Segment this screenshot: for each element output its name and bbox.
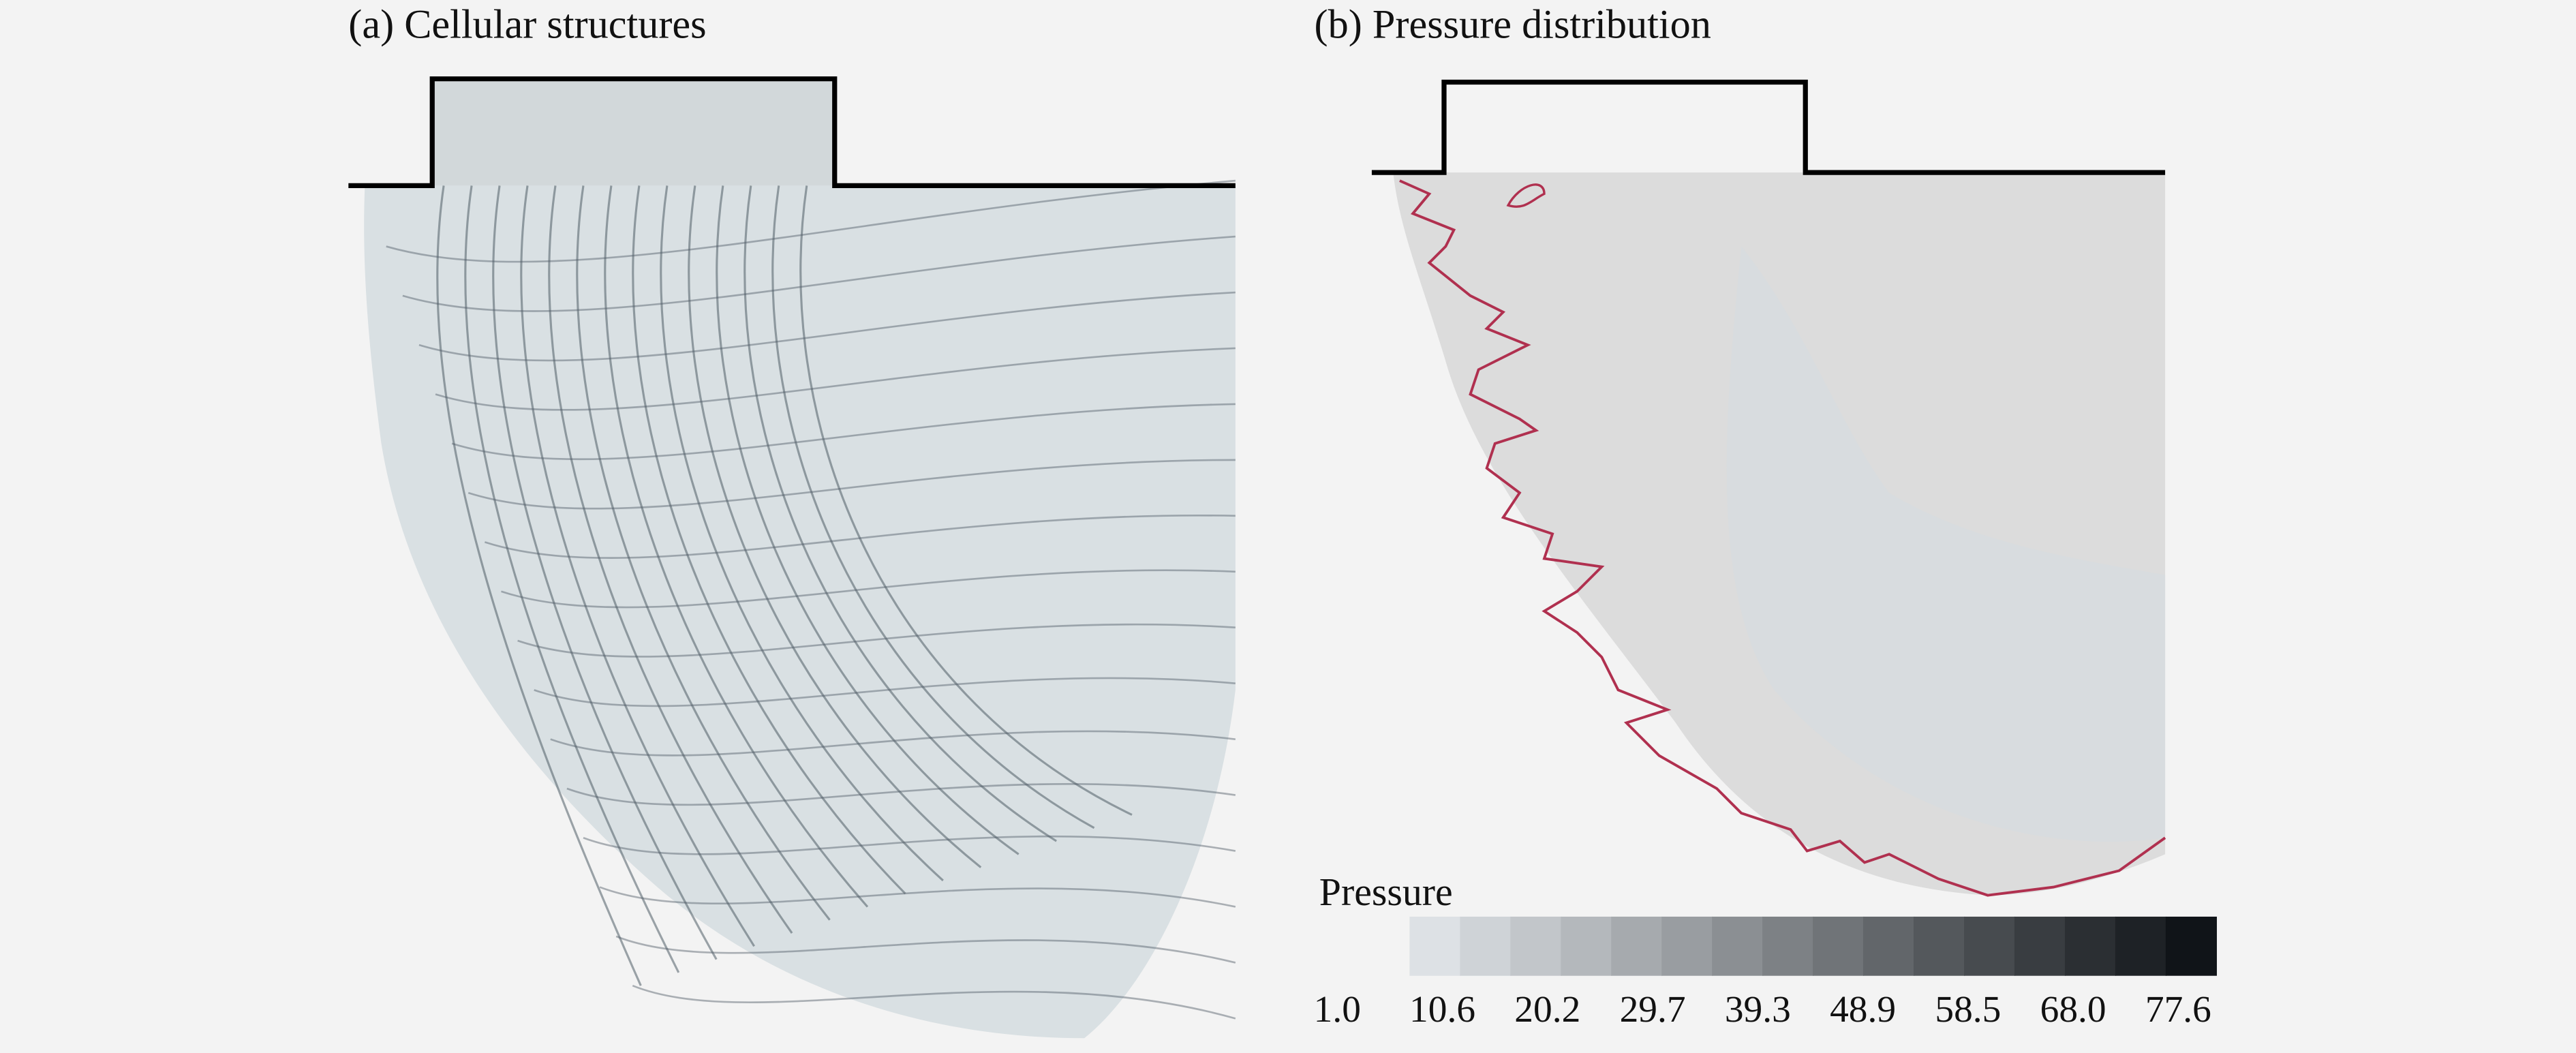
panel-b: (b) Pressure distribution (1315, 1, 2166, 897)
cell-line (464, 185, 680, 973)
cell-line (418, 291, 1236, 362)
cell-line (436, 185, 642, 986)
colorbar-tick-label: 68.0 (2040, 988, 2106, 1030)
cell-line (743, 185, 1057, 842)
cell-line (451, 403, 1236, 461)
colorbar-step (1661, 916, 1713, 976)
cell-line (550, 730, 1236, 757)
cell-line (548, 185, 793, 934)
cell-line (492, 185, 718, 960)
colorbar-step (2165, 916, 2218, 976)
colorbar-step (1863, 916, 1915, 976)
colorbar-label: Pressure (1319, 870, 1453, 914)
colorbar-tick-label: 10.6 (1409, 988, 1475, 1030)
fan-region (364, 185, 1236, 1039)
colorbar-step (1712, 916, 1764, 976)
colorbar-steps (1409, 916, 2218, 976)
wall (348, 76, 1236, 188)
panel-title: (b) Pressure distribution (1315, 1, 1711, 47)
cell-line (435, 347, 1236, 411)
cell-line (386, 179, 1236, 263)
colorbar-tick-label: 1.0 (1314, 988, 1361, 1030)
colorbar-step (1611, 916, 1663, 976)
colorbar-step (2014, 916, 2066, 976)
cell-lines (386, 179, 1236, 1020)
flame-pocket (1506, 183, 1546, 208)
cell-line (583, 835, 1236, 855)
pressure-variation (1726, 246, 2166, 842)
cell-line (566, 783, 1236, 806)
colorbar: Pressure 1.0 10.6 20.2 29.7 39.3 48.9 58.5 68.0… (1314, 870, 2218, 1030)
cell-line (604, 185, 869, 908)
cell-line (615, 935, 1236, 964)
cell-line (599, 886, 1236, 908)
colorbar-step (1409, 916, 1461, 976)
cell-line (799, 185, 1133, 816)
colorbar-step (1561, 916, 1612, 976)
cell-line (632, 984, 1236, 1020)
cell-line (467, 459, 1236, 510)
cell-line (520, 185, 755, 947)
panel-a: (a) Cellular structures (348, 1, 1236, 1039)
cell-line (484, 514, 1236, 559)
panel-title: (a) Cellular structures (348, 1, 706, 47)
colorbar-tick-label: 58.5 (1935, 988, 2001, 1030)
cell-line (534, 677, 1236, 707)
cell-line (716, 185, 1019, 855)
colorbar-tick-label: 39.3 (1725, 988, 1791, 1030)
colorbar-tick-label: 29.7 (1620, 988, 1686, 1030)
cell-line (576, 185, 831, 921)
colorbar-step (1813, 916, 1865, 976)
colorbar-step (1762, 916, 1814, 976)
colorbar-tick-label: 20.2 (1514, 988, 1580, 1030)
cell-line (771, 185, 1095, 829)
colorbar-step (1460, 916, 1512, 976)
cell-line (660, 185, 944, 882)
colorbar-step (1963, 916, 2016, 976)
channel-region (432, 78, 835, 186)
cell-line (688, 185, 982, 868)
cell-line (402, 235, 1236, 312)
colorbar-ticks: 1.0 10.6 20.2 29.7 39.3 48.9 58.5 68.0 77.6 (1314, 988, 2211, 1030)
colorbar-step (1914, 916, 1965, 976)
colorbar-step (1510, 916, 1562, 976)
cell-line (517, 623, 1236, 658)
colorbar-step (2115, 916, 2167, 976)
colorbar-tick-label: 77.6 (2145, 988, 2211, 1030)
cell-line (501, 569, 1236, 609)
cell-line (632, 185, 906, 895)
colorbar-step (2064, 916, 2117, 976)
colorbar-tick-label: 48.9 (1830, 988, 1896, 1030)
flame-front (1399, 179, 2166, 897)
wall (1371, 79, 2166, 175)
